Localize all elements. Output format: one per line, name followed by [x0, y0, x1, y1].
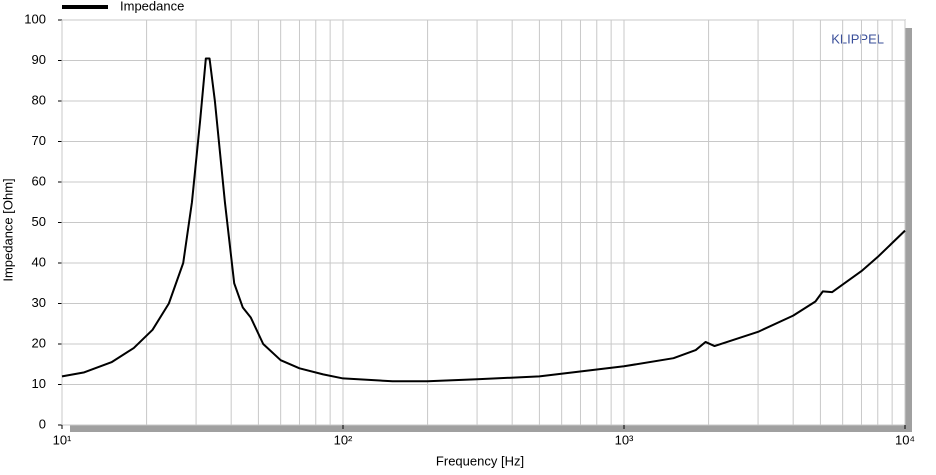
y-tick-label: 50 [32, 214, 46, 229]
y-axis-label: Impedance [Ohm] [0, 178, 15, 281]
y-tick-label: 80 [32, 92, 46, 107]
frame-shadow [905, 28, 912, 432]
x-tick-label: 10³ [615, 432, 634, 447]
y-tick-label: 100 [24, 11, 46, 26]
y-tick-label: 70 [32, 133, 46, 148]
x-axis-label: Frequency [Hz] [436, 453, 524, 468]
x-tick-label: 10⁴ [895, 432, 915, 447]
x-tick-label: 10² [334, 432, 353, 447]
y-tick-label: 40 [32, 254, 46, 269]
y-tick-label: 20 [32, 335, 46, 350]
y-tick-label: 0 [39, 416, 46, 431]
frame-shadow [70, 425, 912, 432]
y-tick-label: 10 [32, 376, 46, 391]
legend-label: Impedance [120, 0, 184, 13]
y-tick-label: 60 [32, 173, 46, 188]
y-tick-label: 30 [32, 295, 46, 310]
y-tick-label: 90 [32, 52, 46, 67]
annotation: KLIPPEL [831, 31, 884, 46]
x-tick-label: 10¹ [53, 432, 72, 447]
impedance-line [61, 57, 906, 383]
